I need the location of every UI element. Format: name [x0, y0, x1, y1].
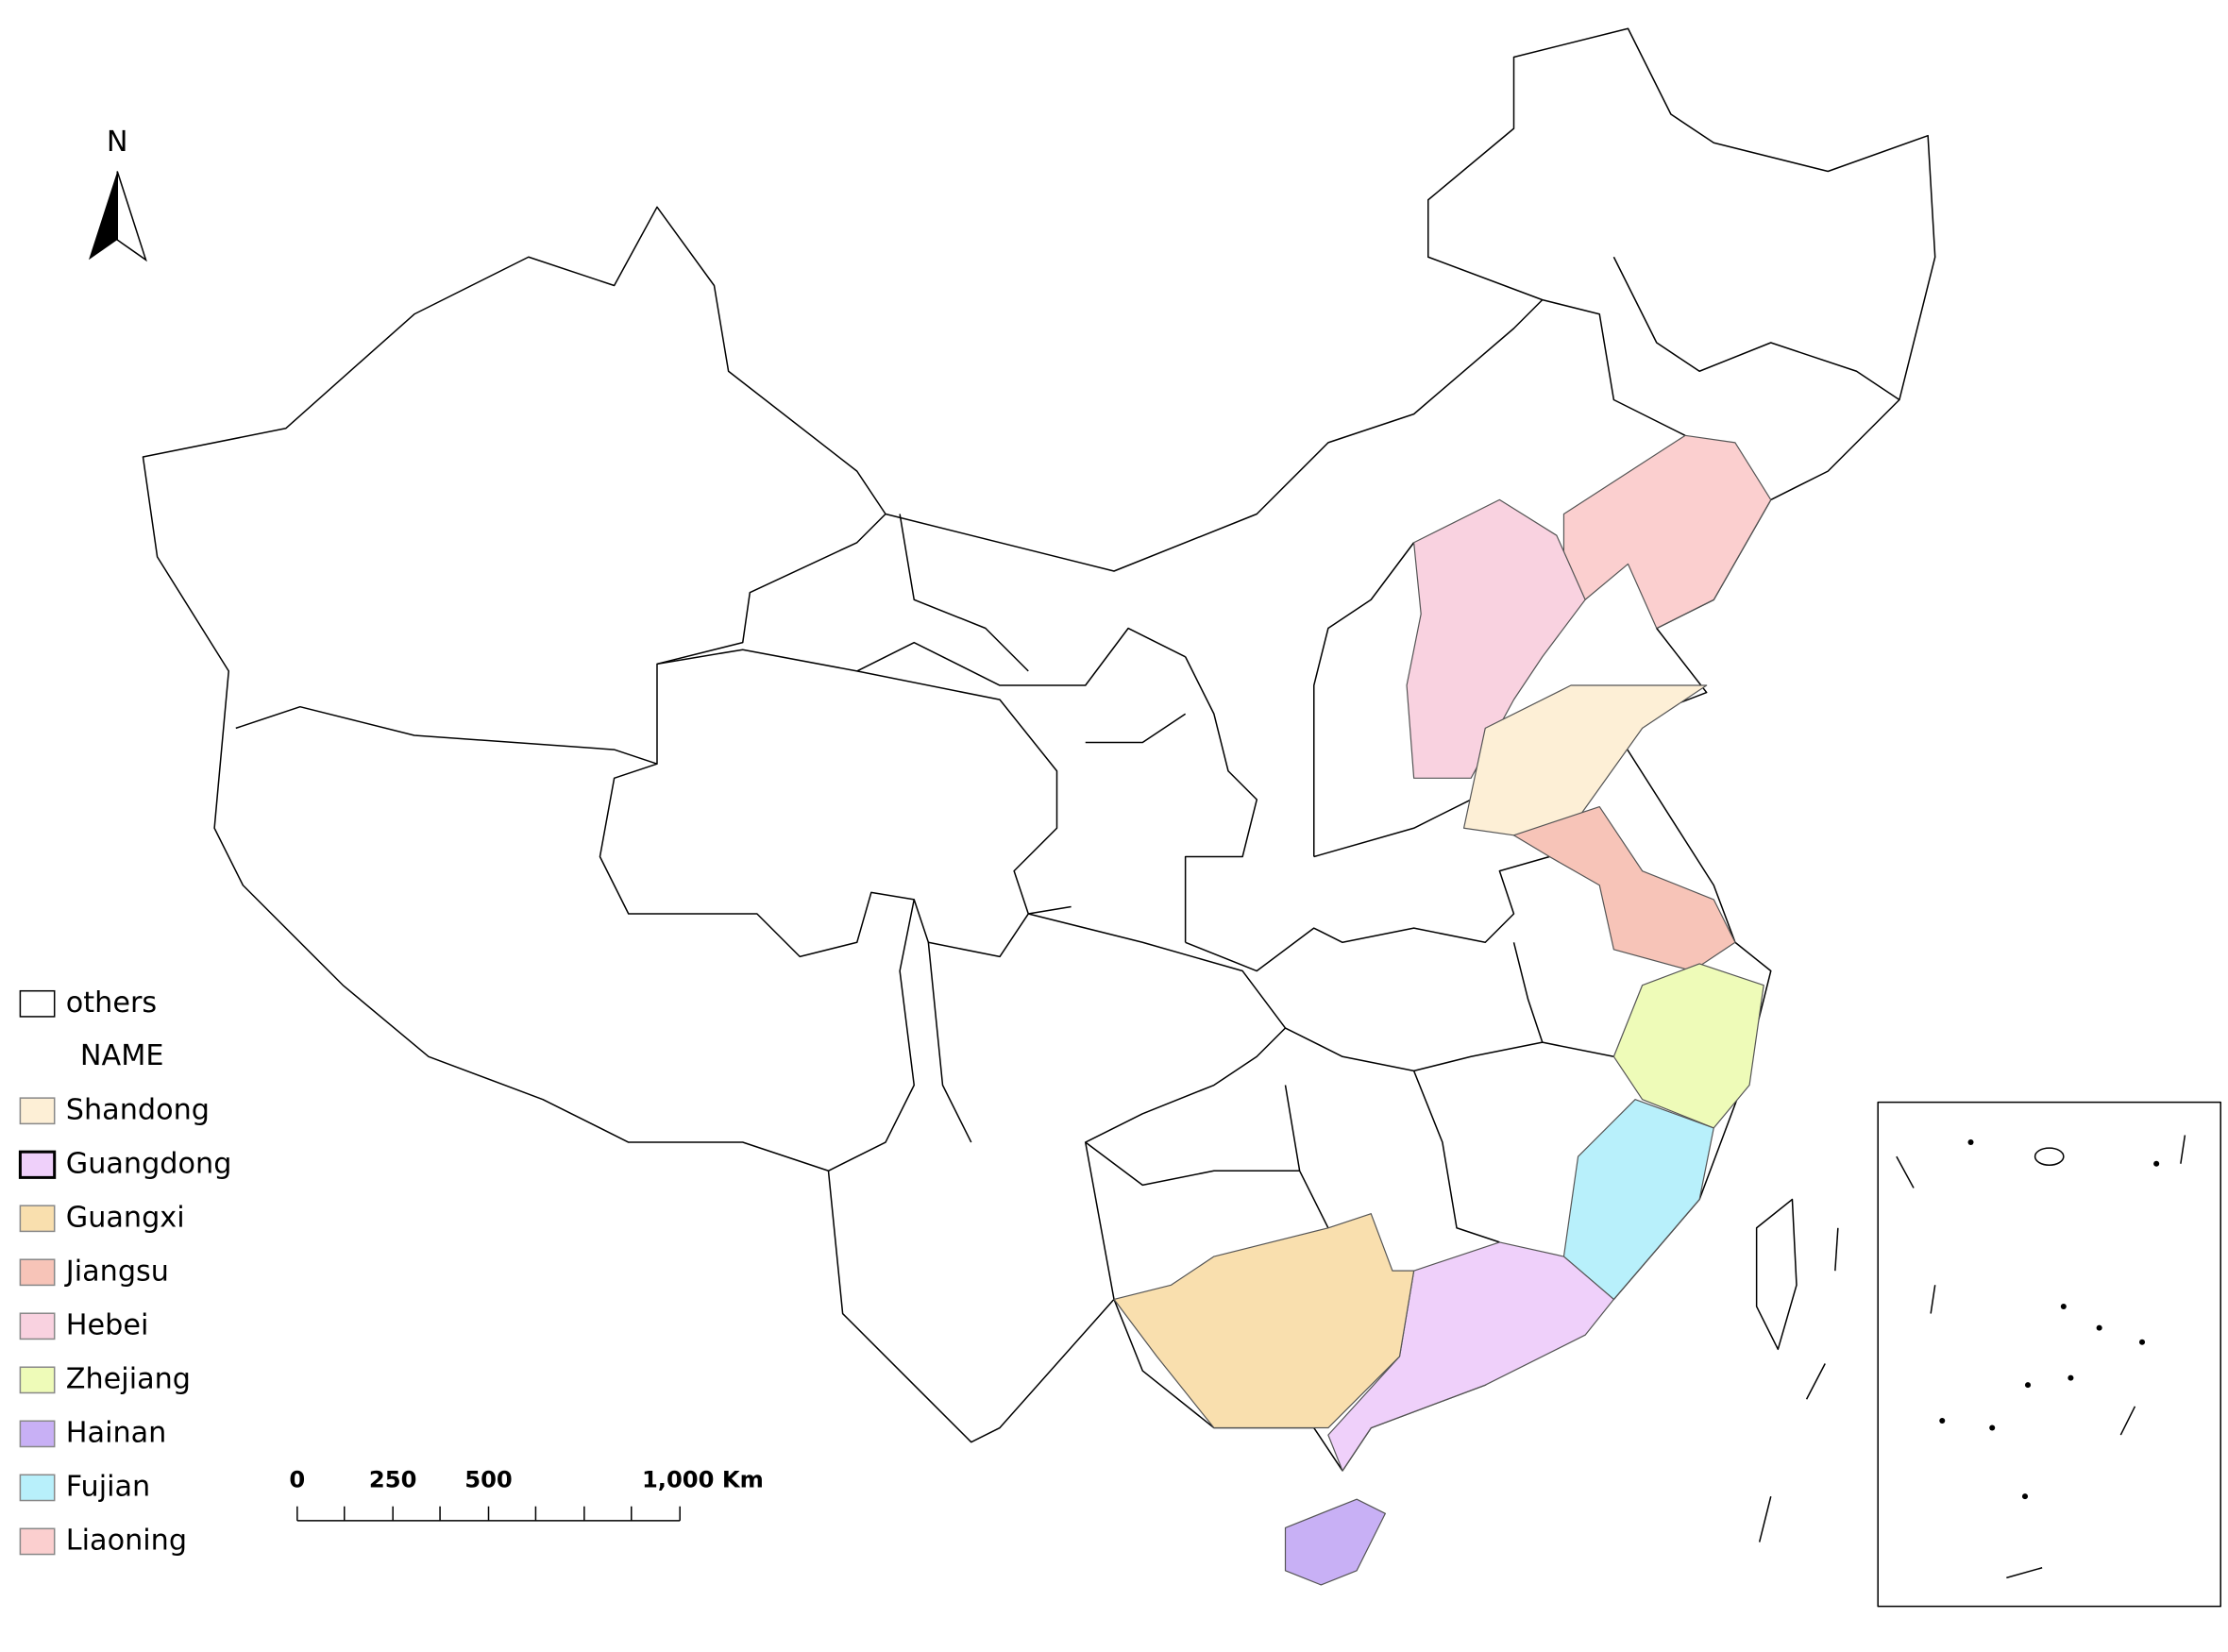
legend-label: Guangxi: [66, 1201, 185, 1234]
north-arrow: N: [89, 126, 147, 262]
province-guangdong: [1327, 1241, 1614, 1472]
legend-label: Hebei: [66, 1308, 149, 1341]
legend-header: NAME: [80, 1039, 164, 1072]
islands: [1758, 1227, 1839, 1542]
taiwan: [1755, 1198, 1798, 1351]
legend-label: Jiangsu: [64, 1255, 169, 1288]
legend-swatch: [19, 1258, 56, 1287]
legend-label: Fujian: [66, 1470, 150, 1503]
legend-swatch: [19, 1205, 56, 1233]
scale-label: 0: [289, 1466, 305, 1492]
province-boundaries: [235, 256, 1900, 1300]
legend-label: Liaoning: [66, 1524, 187, 1557]
legend-label: Guangdong: [66, 1147, 232, 1180]
north-label: N: [107, 126, 128, 159]
province-guangxi: [1113, 1213, 1415, 1429]
legend: others NAME Shandong Guangdong Guangxi Jian…: [18, 986, 232, 1557]
province-shandong: [1462, 684, 1708, 836]
scale-bar: 0 250 500 1,000 Km: [289, 1466, 764, 1522]
province-jiangsu: [1512, 805, 1736, 972]
legend-swatch: [19, 1097, 56, 1125]
scale-label: 500: [464, 1466, 513, 1492]
legend-swatch: [19, 1527, 56, 1556]
south-china-sea-inset: [1877, 1101, 2221, 1608]
province-zhejiang: [1612, 963, 1764, 1129]
legend-label: Zhejiang: [66, 1362, 191, 1395]
province-hainan: [1284, 1498, 1386, 1586]
scale-label: 250: [369, 1466, 417, 1492]
legend-swatch: [19, 1312, 56, 1340]
legend-label: Shandong: [66, 1093, 210, 1126]
province-hebei: [1406, 498, 1586, 779]
scale-label: 1,000 Km: [642, 1466, 764, 1492]
legend-swatch: [19, 1366, 56, 1394]
province-fujian: [1562, 1099, 1714, 1301]
legend-swatch: [19, 989, 56, 1018]
legend-label: others: [66, 986, 157, 1020]
legend-swatch: [18, 1150, 57, 1179]
province-liaoning: [1562, 434, 1772, 630]
legend-swatch: [19, 1474, 56, 1502]
legend-label: Hainan: [66, 1416, 167, 1449]
legend-swatch: [19, 1420, 56, 1448]
